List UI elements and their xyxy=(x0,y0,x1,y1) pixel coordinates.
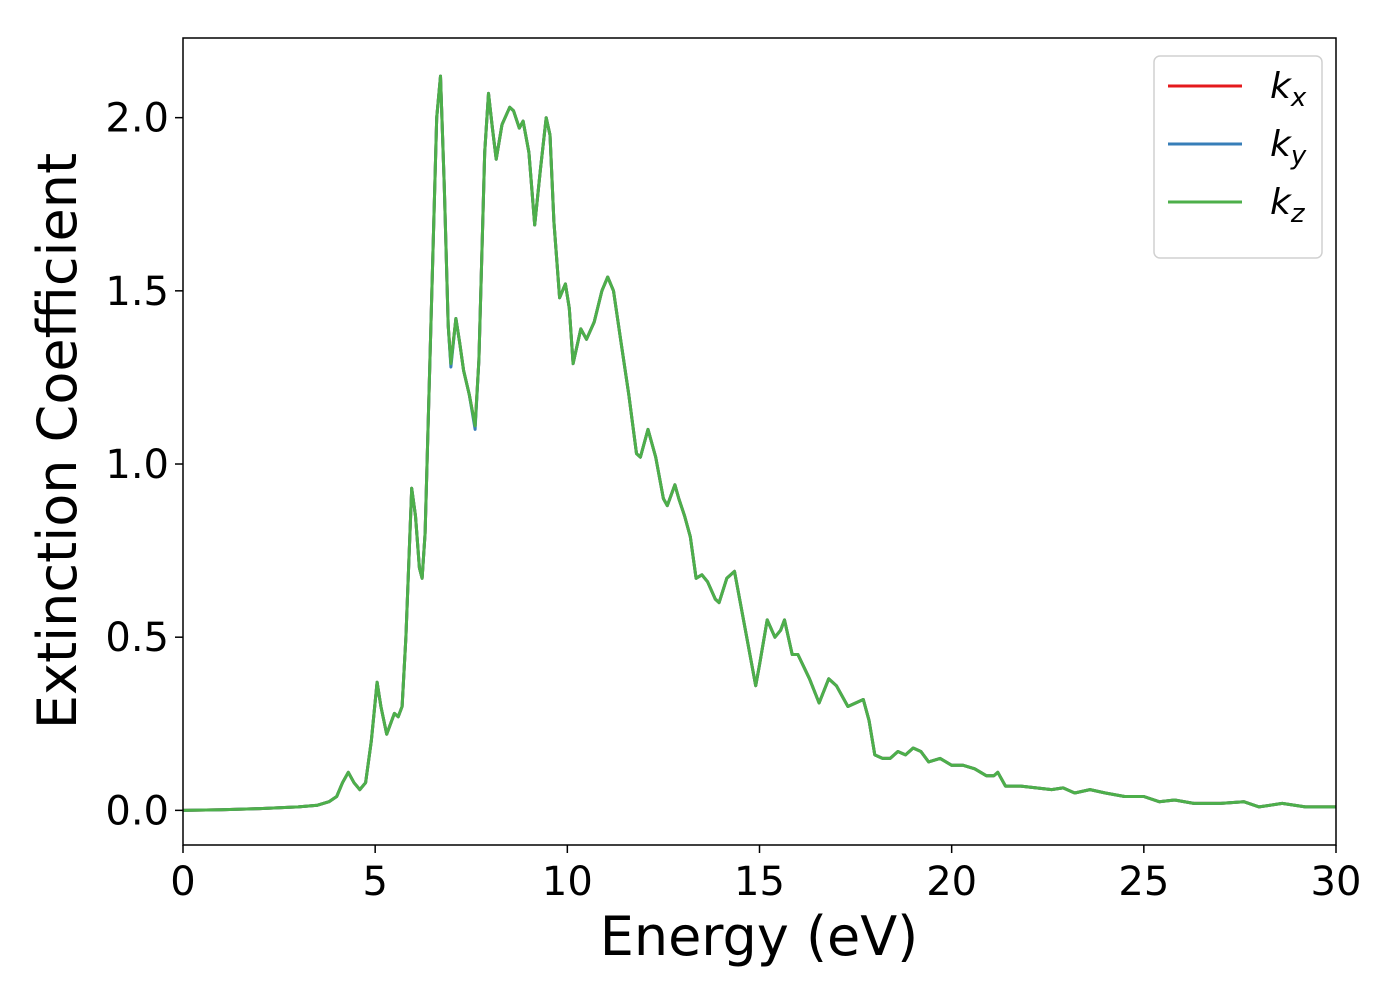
x-tick-label: 15 xyxy=(734,859,785,905)
y-tick-label: 0.0 xyxy=(105,788,169,834)
legend-label: kz xyxy=(1270,182,1306,229)
legend-label: kx xyxy=(1270,66,1307,113)
y-tick-label: 1.0 xyxy=(105,442,169,488)
legend-label: ky xyxy=(1270,124,1307,171)
x-tick-label: 0 xyxy=(170,859,195,905)
x-tick-label: 10 xyxy=(542,859,593,905)
data-line xyxy=(182,74,1336,812)
x-axis-label: Energy (eV) xyxy=(600,905,919,968)
x-tick-label: 5 xyxy=(362,859,387,905)
y-tick-label: 1.5 xyxy=(105,269,169,315)
y-axis-label: Extinction Coefficient xyxy=(26,153,89,729)
y-tick-label: 0.5 xyxy=(105,615,169,661)
x-tick-label: 30 xyxy=(1311,859,1362,905)
x-tick-label: 25 xyxy=(1118,859,1169,905)
legend-box xyxy=(1153,55,1323,259)
y-tick-label: 2.0 xyxy=(105,96,169,142)
x-tick-label: 20 xyxy=(926,859,977,905)
plot-frame xyxy=(182,37,1337,846)
